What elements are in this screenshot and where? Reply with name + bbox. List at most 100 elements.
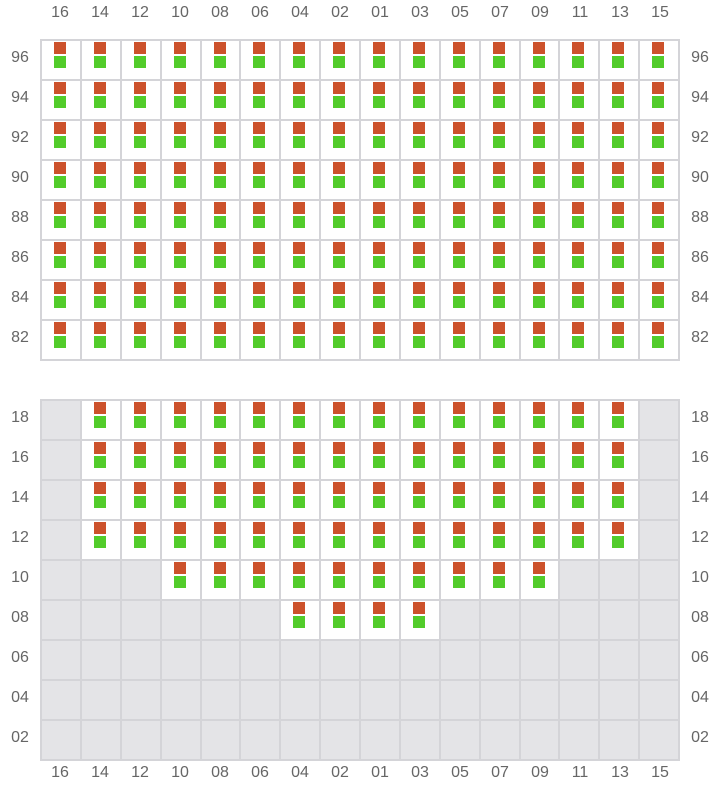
cell-available[interactable] bbox=[440, 81, 479, 119]
cell-available[interactable] bbox=[281, 321, 320, 359]
cell-available[interactable] bbox=[361, 441, 399, 479]
cell-available[interactable] bbox=[361, 401, 399, 439]
cell-available[interactable] bbox=[121, 441, 160, 479]
cell-available[interactable] bbox=[600, 321, 639, 359]
cell-available[interactable] bbox=[201, 561, 240, 599]
cell-available[interactable] bbox=[281, 481, 320, 519]
cell-available[interactable] bbox=[361, 41, 399, 79]
cell-available[interactable] bbox=[560, 201, 599, 239]
cell-available[interactable] bbox=[201, 441, 240, 479]
cell-available[interactable] bbox=[121, 41, 160, 79]
cell-available[interactable] bbox=[560, 321, 599, 359]
cell-available[interactable] bbox=[520, 281, 559, 319]
cell-available[interactable] bbox=[161, 321, 200, 359]
cell-available[interactable] bbox=[201, 521, 240, 559]
cell-available[interactable] bbox=[440, 441, 479, 479]
cell-available[interactable] bbox=[201, 321, 240, 359]
cell-available[interactable] bbox=[321, 241, 359, 279]
cell-available[interactable] bbox=[480, 281, 519, 319]
cell-available[interactable] bbox=[640, 161, 678, 199]
cell-available[interactable] bbox=[161, 441, 200, 479]
cell-available[interactable] bbox=[480, 41, 519, 79]
cell-available[interactable] bbox=[161, 201, 200, 239]
cell-available[interactable] bbox=[600, 281, 639, 319]
cell-available[interactable] bbox=[640, 121, 678, 159]
cell-available[interactable] bbox=[121, 401, 160, 439]
cell-available[interactable] bbox=[560, 161, 599, 199]
cell-available[interactable] bbox=[281, 121, 320, 159]
cell-available[interactable] bbox=[400, 401, 439, 439]
cell-available[interactable] bbox=[440, 41, 479, 79]
cell-available[interactable] bbox=[600, 41, 639, 79]
cell-available[interactable] bbox=[161, 561, 200, 599]
cell-available[interactable] bbox=[121, 121, 160, 159]
cell-available[interactable] bbox=[520, 121, 559, 159]
cell-available[interactable] bbox=[201, 161, 240, 199]
cell-available[interactable] bbox=[81, 281, 120, 319]
cell-available[interactable] bbox=[241, 41, 280, 79]
cell-available[interactable] bbox=[241, 441, 280, 479]
cell-available[interactable] bbox=[42, 81, 80, 119]
cell-available[interactable] bbox=[361, 321, 399, 359]
cell-available[interactable] bbox=[640, 321, 678, 359]
cell-available[interactable] bbox=[400, 521, 439, 559]
cell-available[interactable] bbox=[281, 441, 320, 479]
cell-available[interactable] bbox=[400, 601, 439, 639]
cell-available[interactable] bbox=[321, 321, 359, 359]
cell-available[interactable] bbox=[42, 281, 80, 319]
cell-available[interactable] bbox=[121, 321, 160, 359]
cell-available[interactable] bbox=[201, 481, 240, 519]
cell-available[interactable] bbox=[640, 81, 678, 119]
cell-available[interactable] bbox=[600, 121, 639, 159]
cell-available[interactable] bbox=[42, 41, 80, 79]
cell-available[interactable] bbox=[321, 441, 359, 479]
cell-available[interactable] bbox=[81, 121, 120, 159]
cell-available[interactable] bbox=[81, 241, 120, 279]
cell-available[interactable] bbox=[81, 201, 120, 239]
cell-available[interactable] bbox=[560, 281, 599, 319]
cell-available[interactable] bbox=[241, 321, 280, 359]
cell-available[interactable] bbox=[201, 201, 240, 239]
cell-available[interactable] bbox=[81, 481, 120, 519]
cell-available[interactable] bbox=[42, 321, 80, 359]
cell-available[interactable] bbox=[440, 201, 479, 239]
cell-available[interactable] bbox=[400, 41, 439, 79]
cell-available[interactable] bbox=[560, 41, 599, 79]
cell-available[interactable] bbox=[400, 481, 439, 519]
cell-available[interactable] bbox=[42, 161, 80, 199]
cell-available[interactable] bbox=[560, 481, 599, 519]
cell-available[interactable] bbox=[361, 521, 399, 559]
cell-available[interactable] bbox=[560, 401, 599, 439]
cell-available[interactable] bbox=[480, 241, 519, 279]
cell-available[interactable] bbox=[400, 561, 439, 599]
cell-available[interactable] bbox=[281, 81, 320, 119]
cell-available[interactable] bbox=[321, 81, 359, 119]
cell-available[interactable] bbox=[161, 521, 200, 559]
cell-available[interactable] bbox=[321, 161, 359, 199]
cell-available[interactable] bbox=[600, 441, 639, 479]
cell-available[interactable] bbox=[520, 401, 559, 439]
cell-available[interactable] bbox=[161, 121, 200, 159]
cell-available[interactable] bbox=[480, 81, 519, 119]
cell-available[interactable] bbox=[241, 401, 280, 439]
cell-available[interactable] bbox=[361, 601, 399, 639]
cell-available[interactable] bbox=[480, 161, 519, 199]
cell-available[interactable] bbox=[81, 401, 120, 439]
cell-available[interactable] bbox=[161, 481, 200, 519]
cell-available[interactable] bbox=[520, 241, 559, 279]
cell-available[interactable] bbox=[440, 521, 479, 559]
cell-available[interactable] bbox=[440, 321, 479, 359]
cell-available[interactable] bbox=[201, 401, 240, 439]
cell-available[interactable] bbox=[361, 561, 399, 599]
cell-available[interactable] bbox=[321, 481, 359, 519]
cell-available[interactable] bbox=[520, 521, 559, 559]
cell-available[interactable] bbox=[241, 521, 280, 559]
cell-available[interactable] bbox=[201, 281, 240, 319]
cell-available[interactable] bbox=[161, 161, 200, 199]
cell-available[interactable] bbox=[400, 81, 439, 119]
cell-available[interactable] bbox=[440, 161, 479, 199]
cell-available[interactable] bbox=[480, 121, 519, 159]
cell-available[interactable] bbox=[520, 201, 559, 239]
cell-available[interactable] bbox=[440, 241, 479, 279]
cell-available[interactable] bbox=[161, 241, 200, 279]
